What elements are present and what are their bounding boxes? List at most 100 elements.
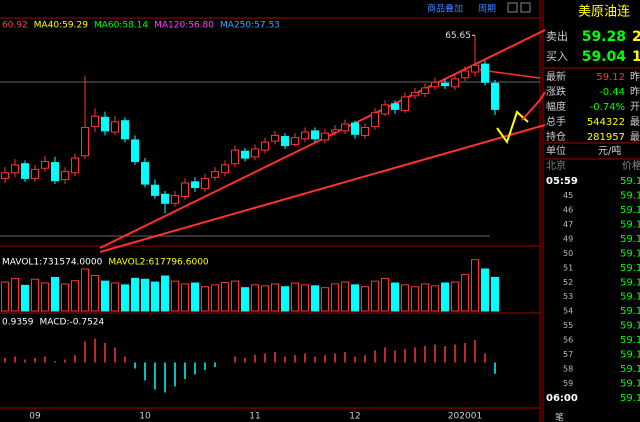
tick-price: 59.1 xyxy=(620,364,640,375)
candle-body xyxy=(31,168,39,179)
candle-body xyxy=(461,70,469,79)
tick-time: 49 xyxy=(563,234,573,243)
tick-price: 59.1 xyxy=(620,379,640,390)
tick-price: 59.1 xyxy=(620,234,640,245)
volume-bar xyxy=(101,280,109,312)
volume-bar xyxy=(491,276,499,312)
volume-bar xyxy=(411,286,419,312)
quote-label: 幅度 xyxy=(546,100,566,113)
volume-bar xyxy=(191,282,199,312)
indicator-label: MACD: xyxy=(40,318,70,328)
candle-body xyxy=(241,150,249,159)
candle-body xyxy=(291,137,299,145)
volume-bar xyxy=(421,283,429,312)
quote-label: 最 xyxy=(630,116,640,128)
candle-body xyxy=(471,64,479,73)
tick-time: 57 xyxy=(563,350,573,359)
volume-bar xyxy=(471,259,479,312)
window-button[interactable] xyxy=(520,2,531,13)
candle-body xyxy=(401,96,409,112)
window-button[interactable] xyxy=(507,2,518,13)
indicator-value: -0.7524 xyxy=(70,318,105,328)
quote-label: 持仓 xyxy=(546,130,566,143)
candle-body xyxy=(271,134,279,142)
tick-time: 59 xyxy=(563,379,573,388)
quote-value: -0.74% xyxy=(590,102,625,113)
price-annotation: 65.65 xyxy=(445,31,471,41)
candle-body xyxy=(481,63,489,83)
volume-bar xyxy=(251,284,259,312)
volume-bar xyxy=(71,280,79,312)
candle-body xyxy=(431,81,439,88)
footer-label: 笔 xyxy=(555,412,564,422)
indicator-label: MAVOL1:731574.0000 xyxy=(2,258,103,268)
unit-label: 单位 xyxy=(546,144,566,157)
candle-body xyxy=(81,127,89,157)
candle-body xyxy=(41,160,49,169)
tick-price: 59.1 xyxy=(620,306,640,317)
tick-price: 59.1 xyxy=(620,321,640,332)
volume-bar xyxy=(311,285,319,312)
candle-body xyxy=(141,162,149,185)
volume-bar xyxy=(221,282,229,312)
volume-bar xyxy=(271,283,279,312)
candle-body xyxy=(491,82,499,110)
volume-bar xyxy=(321,287,329,312)
volume-bar xyxy=(391,282,399,312)
candle-body xyxy=(301,131,309,140)
candle-body xyxy=(151,184,159,196)
quote-value: 281957 xyxy=(587,132,625,143)
tick-price: 59.1 xyxy=(620,205,640,216)
tick-time: 51 xyxy=(563,263,573,272)
candle-body xyxy=(71,157,79,174)
quote-label: 最新 xyxy=(546,70,566,83)
toolbar-item[interactable]: 商品叠加 xyxy=(427,3,463,15)
volume-bar xyxy=(481,268,489,312)
tick-time: 06:00 xyxy=(546,393,578,404)
volume-bar xyxy=(181,283,189,312)
volume-bar xyxy=(461,274,469,312)
bidask-label: 买入 xyxy=(546,50,568,63)
volume-bar xyxy=(341,281,349,312)
volume-bar xyxy=(111,282,119,312)
volume-bar xyxy=(21,284,29,312)
volume-bar xyxy=(171,280,179,312)
x-tick-label: 10 xyxy=(139,412,151,422)
candle-body xyxy=(51,162,59,182)
volume-bar xyxy=(201,286,209,312)
volume-bar xyxy=(141,278,149,312)
tick-price: 59.1 xyxy=(620,277,640,288)
candle-body xyxy=(171,194,179,204)
candle-body xyxy=(251,148,259,158)
candle-body xyxy=(411,91,419,97)
volume-bar xyxy=(431,285,439,312)
candle-body xyxy=(181,182,189,198)
quote-label: 最 xyxy=(630,131,640,143)
channel-line xyxy=(479,69,541,79)
candle-body xyxy=(211,171,219,178)
candle-body xyxy=(11,164,19,174)
tick-time: 56 xyxy=(563,336,573,345)
candle-body xyxy=(371,112,379,127)
tick-head: 价格 xyxy=(622,159,640,172)
candle-body xyxy=(221,164,229,174)
volume-bar xyxy=(131,277,139,312)
candle-body xyxy=(231,149,239,165)
candle-body xyxy=(91,115,99,127)
tick-price: 59.1 xyxy=(620,292,640,303)
bidask-label: 卖出 xyxy=(546,29,568,43)
tick-price: 59.1 xyxy=(620,248,640,259)
x-tick-label: 11 xyxy=(249,412,260,422)
candle-body xyxy=(391,103,399,110)
quote-label: 涨跌 xyxy=(546,85,566,98)
bidask-volume: 1 xyxy=(632,49,640,65)
indicator-label: MA60:58.14 xyxy=(94,21,148,31)
quote-label: 总手 xyxy=(546,115,566,128)
indicator-label: MAVOL2:617796.6000 xyxy=(108,258,209,268)
indicator-label: MA40:59.29 xyxy=(34,21,88,31)
toolbar-item[interactable]: 周期 xyxy=(478,4,496,15)
bidask-price: 59.28 xyxy=(582,29,626,45)
candle-body xyxy=(101,116,109,132)
